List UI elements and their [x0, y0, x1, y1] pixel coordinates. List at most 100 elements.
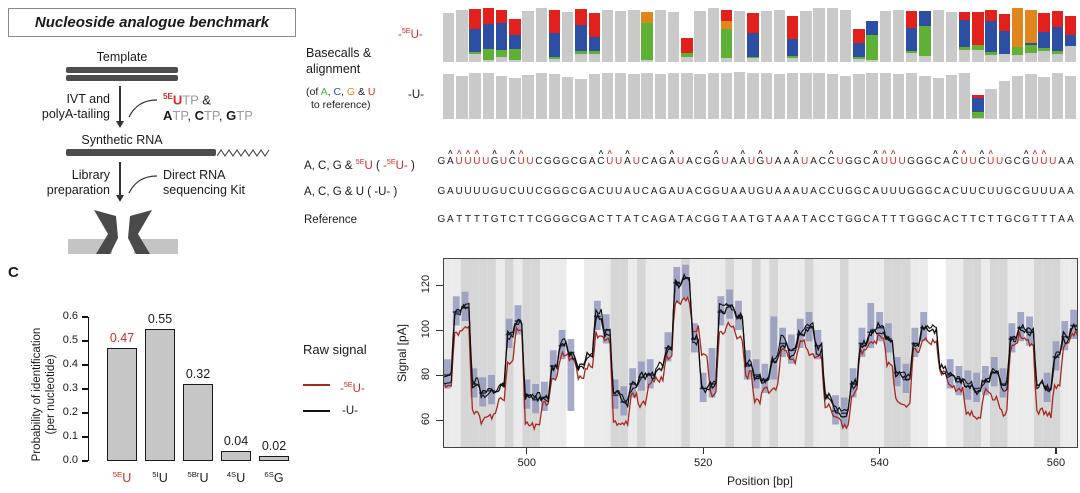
- sequence-char: G: [579, 156, 588, 167]
- position-stripe: [901, 258, 911, 448]
- sequence-char: C: [508, 214, 516, 225]
- expected-signal-box: [1061, 321, 1069, 351]
- sequence-char: A: [739, 186, 746, 197]
- curve-arrow-icon: [128, 175, 158, 194]
- sequence-char: A: [774, 186, 782, 197]
- expected-signal-box: [549, 350, 557, 380]
- sequence-char: C ^: [508, 148, 516, 167]
- bar-segment-match: [681, 57, 693, 62]
- expected-signal-box: [541, 381, 548, 411]
- basecall-bar: [853, 74, 865, 119]
- basecall-bar: [641, 72, 653, 119]
- bar-segment-match: [548, 59, 561, 62]
- legend-item-5eu: -5EU-: [340, 381, 365, 395]
- expected-signal-box: [752, 359, 760, 389]
- bar-segment-match: [522, 10, 534, 62]
- rna-strand-icon: [66, 149, 216, 156]
- bar-segment-match: [866, 73, 878, 119]
- bar-segment-b: [588, 37, 600, 52]
- sequence-char: A: [650, 214, 658, 225]
- prob-bar: [107, 348, 137, 461]
- expected-signal-box: [1052, 341, 1060, 371]
- basecalls-u-barchart: [443, 71, 1078, 119]
- sequence-char: G: [756, 186, 765, 197]
- sequence-char: C: [508, 186, 516, 197]
- sequence-char: C: [570, 214, 578, 225]
- sequence-char: U: [960, 186, 968, 197]
- bar-segment-match: [641, 60, 653, 62]
- basecall-bar: [522, 74, 534, 119]
- basecall-bar: [998, 14, 1011, 62]
- basecall-bar: [1064, 16, 1077, 62]
- sequence-char: G: [659, 214, 667, 225]
- sequence-char: U: [499, 186, 508, 197]
- sequence-char: G: [907, 156, 915, 167]
- expected-signal-box: [779, 327, 786, 357]
- basecall-bar: [945, 11, 958, 62]
- sequence-char: U: [721, 156, 729, 167]
- bar-segment-r: [720, 10, 733, 21]
- sequence-char: C: [978, 214, 986, 225]
- sequence-char: T: [615, 214, 622, 225]
- mismatch-caret: ^: [509, 148, 515, 158]
- position-stripe: [875, 258, 884, 448]
- sequence-char: U: [1049, 186, 1057, 197]
- sequence-char: T: [500, 214, 507, 225]
- position-stripe: [487, 258, 496, 448]
- prob-y-axis: [88, 317, 90, 461]
- basecall-bar: [919, 75, 931, 119]
- bar-segment-r: [588, 13, 600, 38]
- sequence-char: C: [597, 214, 605, 225]
- sequence-char: U ^: [880, 148, 889, 167]
- sequence-char: A: [1058, 214, 1065, 225]
- sequence-char: U: [677, 156, 685, 167]
- signal-ylabel: Signal [pA]: [395, 323, 409, 383]
- bar-segment-match: [707, 8, 719, 62]
- sequence-char: U: [889, 186, 897, 197]
- sequence-char: G: [1022, 214, 1031, 225]
- sequence-char: C: [694, 214, 702, 225]
- position-stripe: [619, 258, 629, 448]
- bar-segment-match: [720, 58, 733, 62]
- bar-segment-r: [1038, 13, 1050, 33]
- sequence-char: G ^: [1022, 148, 1031, 167]
- bar-segment-g: [906, 50, 918, 54]
- bar-segment-match: [839, 75, 852, 119]
- sequence-char: A: [624, 186, 631, 197]
- sequence-char: T: [969, 214, 977, 225]
- sequence-char: C: [827, 214, 835, 225]
- sequence-char: C: [818, 214, 826, 225]
- bar-segment-g: [681, 52, 693, 58]
- position-stripe: [689, 258, 699, 448]
- signal-x-tick-label: 500: [517, 457, 536, 469]
- bar-segment-b: [786, 39, 799, 56]
- position-stripe: [460, 258, 470, 448]
- position-stripe: [919, 258, 929, 448]
- sequence-char: A: [943, 186, 950, 197]
- position-stripe: [716, 258, 726, 448]
- down-arrow-icon: [119, 162, 121, 195]
- sequence-char: G: [561, 186, 570, 197]
- sequence-char: A: [774, 214, 782, 225]
- position-stripe: [531, 258, 541, 448]
- basecall-bar: [747, 13, 759, 62]
- basecall-bar: [469, 9, 481, 62]
- position-stripe: [892, 258, 902, 448]
- basecall-bar: [813, 73, 825, 119]
- template-label: Template: [96, 50, 148, 64]
- mismatch-caret: ^: [598, 148, 604, 158]
- bar-segment-match: [456, 10, 468, 62]
- prob-bar-value: 0.04: [223, 434, 249, 449]
- sequence-char: T: [633, 214, 640, 225]
- bar-segment-g: [641, 22, 653, 61]
- sequence-char: A: [588, 156, 596, 167]
- basecall-bar: [707, 8, 719, 62]
- sequence-char: A: [730, 214, 738, 225]
- sequence-char: C: [535, 214, 543, 225]
- sequence-char: C: [863, 156, 871, 167]
- basecall-bar: [548, 9, 561, 62]
- position-stripe: [1016, 258, 1026, 448]
- prob-y-tick: [82, 340, 88, 342]
- basecall-bar: [694, 10, 706, 62]
- sequence-char: U ^: [517, 148, 525, 167]
